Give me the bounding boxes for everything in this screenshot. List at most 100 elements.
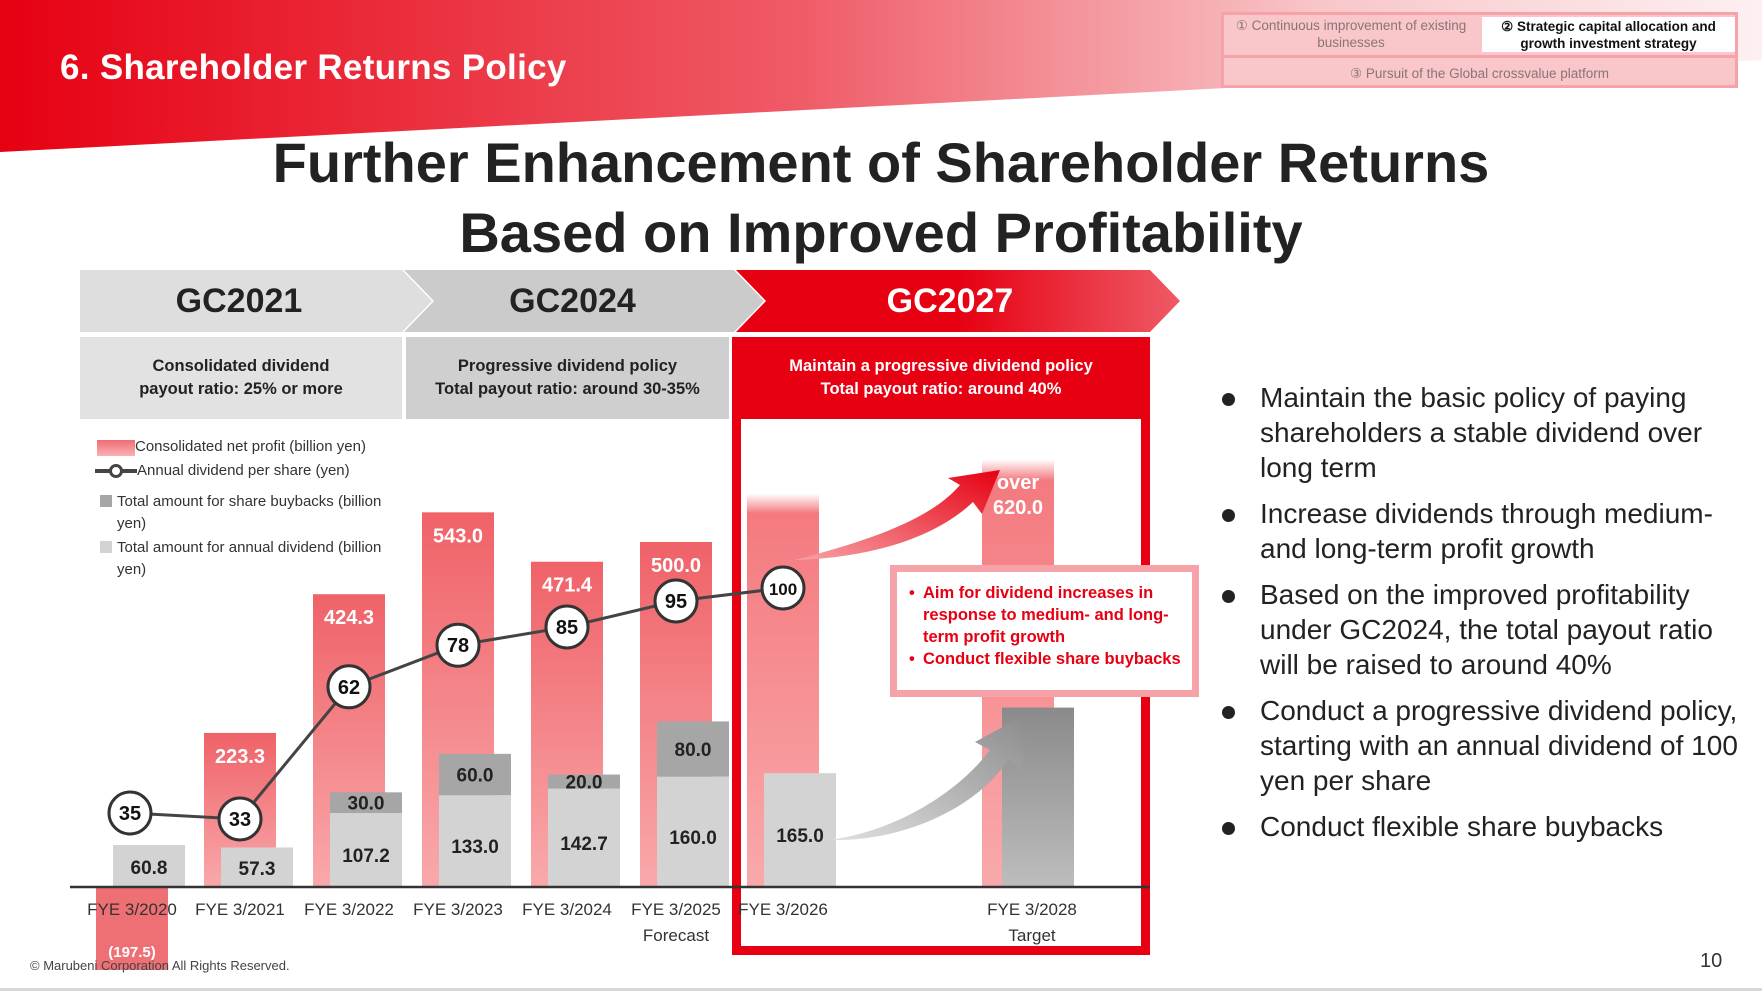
buyback-value-label: 20.0 — [566, 773, 603, 794]
profit-value-label: 471.4 — [542, 575, 593, 597]
profit-value-label: 543.0 — [433, 525, 483, 547]
buyback-bar — [548, 774, 620, 789]
policy-gc2024: Progressive dividend policy Total payout … — [406, 337, 729, 419]
policy-gc2027-line-2: Total payout ratio: around 40% — [820, 380, 1062, 398]
dividend-per-share-label: 33 — [229, 809, 251, 831]
bullet-dot-icon — [1222, 706, 1235, 719]
profit-bar — [204, 732, 276, 887]
gc2027-callout: Aim for dividend increases in response t… — [890, 565, 1199, 697]
dividend-per-share-marker — [217, 796, 263, 842]
legend-annual-dividend: Total amount for annual dividend (billio… — [100, 537, 400, 581]
pillar-global-crossvalue: ③ Pursuit of the Global crossvalue platf… — [1224, 55, 1735, 88]
policy-gc2024-line-2: Total payout ratio: around 30-35% — [435, 380, 700, 398]
dividend-value-label: 57.3 — [239, 859, 276, 880]
bullet-dot-icon — [1222, 393, 1235, 406]
profit-value-label: 424.3 — [324, 607, 374, 629]
buyback-value-label: 30.0 — [348, 794, 385, 815]
buyback-bar — [330, 792, 402, 814]
policy-gc2027-line-1: Maintain a progressive dividend policy — [789, 357, 1093, 375]
legend-net-profit: Consolidated net profit (billion yen) — [97, 438, 366, 456]
dividend-total-bar — [330, 813, 402, 887]
profit-bar — [313, 594, 385, 887]
buyback-bar — [657, 721, 729, 777]
copyright-notice: © Marubeni Corporation All Rights Reserv… — [30, 958, 290, 973]
slide-bottom-border — [0, 988, 1762, 991]
x-tick-sublabel: Forecast — [643, 926, 709, 945]
dividend-per-share-marker — [326, 664, 372, 710]
callout-item-dividend-increase: Aim for dividend increases in response t… — [907, 582, 1182, 648]
bullet-text: Maintain the basic policy of paying shar… — [1260, 382, 1703, 483]
legend-swatch-red — [97, 440, 135, 456]
pillar-capital-allocation-active: ② Strategic capital allocation and growt… — [1482, 17, 1735, 52]
dividend-per-share-marker — [107, 790, 153, 836]
profit-bar — [422, 512, 494, 887]
legend-swatch-light-gray — [100, 541, 112, 553]
dividend-per-share-marker — [544, 604, 590, 650]
gc2024-arrow — [404, 270, 764, 332]
policy-gc2027: Maintain a progressive dividend policy To… — [732, 337, 1150, 419]
bullet-dot-icon — [1222, 509, 1235, 522]
bullet-text: Conduct a progressive dividend policy, s… — [1260, 695, 1738, 796]
x-tick-label: FYE 3/2022 — [304, 900, 394, 919]
dividend-per-share-label: 35 — [119, 803, 141, 825]
bullet-item: Increase dividends through medium- and l… — [1218, 496, 1738, 566]
legend-label: Annual dividend per share (yen) — [137, 462, 350, 479]
gc2021-arrow — [80, 270, 432, 332]
legend-line-marker-icon — [95, 464, 137, 478]
bullet-item: Based on the improved profitability unde… — [1218, 577, 1738, 682]
bullet-text: Based on the improved profitability unde… — [1260, 579, 1713, 680]
dividend-value-label: 60.8 — [131, 858, 168, 879]
x-tick-label: FYE 3/2020 — [87, 900, 177, 919]
bullet-dot-icon — [1222, 822, 1235, 835]
dividend-per-share-label: 95 — [665, 591, 687, 613]
policy-bullet-list: Maintain the basic policy of paying shar… — [1218, 380, 1738, 855]
legend-label: Total amount for share buybacks (billion… — [117, 493, 382, 532]
bullet-text: Conduct flexible share buybacks — [1260, 811, 1664, 842]
plan-gc2024: GC2024 — [509, 281, 636, 320]
dividend-total-bar — [548, 788, 620, 887]
policy-gc2021-line-2: payout ratio: 25% or more — [139, 380, 343, 398]
plan-gc2027: GC2027 — [886, 281, 1014, 320]
dividend-per-share-marker — [435, 622, 481, 668]
buyback-value-label: 60.0 — [457, 766, 494, 787]
policy-gc2021-line-1: Consolidated dividend — [152, 357, 330, 375]
x-tick-label: FYE 3/2021 — [195, 900, 285, 919]
gc2027-arrow — [736, 270, 1180, 332]
bullet-item: Conduct flexible share buybacks — [1218, 809, 1738, 844]
dividend-per-share-label: 85 — [556, 617, 578, 639]
dividend-value-label: 133.0 — [451, 837, 499, 858]
pillar-continuous-improvement: ① Continuous improvement of existing bus… — [1235, 18, 1467, 50]
buyback-bar — [439, 753, 511, 796]
policy-gc2024-line-1: Progressive dividend policy — [457, 357, 678, 375]
profit-value-label: 500.0 — [651, 555, 701, 577]
page-number: 10 — [1700, 950, 1723, 972]
legend-swatch-dark-gray — [100, 495, 112, 507]
main-title-line-2: Based on Improved Profitability — [459, 201, 1303, 264]
dividend-per-share-line — [129, 586, 784, 821]
x-tick-label: FYE 3/2024 — [522, 900, 612, 919]
legend-label: Consolidated net profit (billion yen) — [135, 438, 366, 455]
dividend-per-share-label: 78 — [447, 635, 469, 657]
plan-arrows — [80, 270, 1180, 332]
bullet-dot-icon — [1222, 590, 1235, 603]
policy-gc2021: Consolidated dividend payout ratio: 25% o… — [80, 337, 402, 419]
dividend-value-label: 142.7 — [560, 834, 608, 855]
section-title: 6. Shareholder Returns Policy — [60, 48, 567, 87]
buyback-value-label: 80.0 — [675, 740, 712, 761]
dividend-total-bar — [221, 847, 293, 887]
legend-label: Total amount for annual dividend (billio… — [117, 539, 382, 578]
profit-value-label: 223.3 — [215, 746, 265, 768]
legend-buybacks: Total amount for share buybacks (billion… — [100, 491, 400, 535]
dividend-total-bar — [113, 845, 185, 887]
main-title-line-1: Further Enhancement of Shareholder Retur… — [272, 131, 1490, 194]
dividend-value-label: 107.2 — [342, 846, 390, 867]
profit-bar — [531, 561, 603, 887]
dividend-total-bar — [657, 776, 729, 887]
bullet-item: Conduct a progressive dividend policy, s… — [1218, 693, 1738, 798]
strategy-pillars-box: ① Continuous improvement of existing bus… — [1221, 12, 1738, 88]
dividend-total-bar — [439, 795, 511, 887]
bullet-text: Increase dividends through medium- and l… — [1260, 498, 1713, 564]
profit-bar — [640, 542, 712, 887]
main-title: Further Enhancement of Shareholder Retur… — [0, 128, 1762, 268]
bullet-item: Maintain the basic policy of paying shar… — [1218, 380, 1738, 485]
